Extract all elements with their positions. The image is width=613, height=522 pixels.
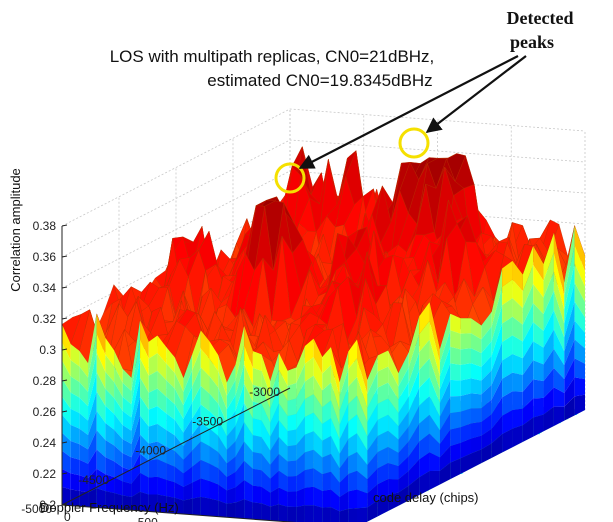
z-tick-4: 0.28 [33,374,57,388]
front-skirt [62,313,357,522]
z-tick-7: 0.34 [33,281,57,295]
z-tick-mark-2 [61,441,68,444]
x-tick-1: 500 [138,516,158,522]
correlation-surface [61,145,586,522]
z-tick-9: 0.38 [33,219,57,233]
z-tick-3: 0.26 [33,405,57,419]
z-tick-6: 0.32 [33,312,57,326]
peak-marker-2 [398,127,430,159]
y-axis-line [61,387,291,506]
z-tick-mark-5 [61,348,68,351]
annotation-line-1: Detected [507,8,574,28]
z-tick-mark-0 [61,503,68,506]
y-tick-0: -5000 [21,502,52,516]
annotation-line-2: peaks [510,32,554,52]
x-tick-0: 0 [64,510,71,522]
peak-marker-1 [274,162,306,194]
detected-peaks-annotation [274,55,527,194]
y-tick-1: -4500 [78,473,109,487]
z-tick-mark-1 [61,472,68,475]
y-tick-4: -3000 [249,385,280,399]
right-skirt [357,225,585,522]
chart-title-line-2: estimated CN0=19.8345dBHz [207,71,432,90]
z-tick-1: 0.22 [33,467,57,481]
arrow-to-peak-1 [298,55,519,169]
z-tick-5: 0.3 [39,343,56,357]
z-axis-label: Correlation amplitude [8,168,23,292]
z-tick-mark-6 [61,317,68,320]
chart-title-line-1: LOS with multipath replicas, CN0=21dBHz, [110,47,435,66]
z-tick-mark-8 [61,255,68,258]
y-tick-3: -3500 [192,414,223,428]
grid-line-z-9 [61,108,586,227]
z-tick-2: 0.24 [33,436,57,450]
x-axis-label: code delay (chips) [373,490,479,505]
y-tick-2: -4000 [135,444,166,458]
z-tick-mark-9 [61,224,68,227]
x-axis-line [61,504,297,522]
axes [61,224,297,522]
arrow-to-peak-2 [425,55,527,133]
z-tick-0: 0.2 [39,498,56,512]
z-tick-mark-7 [61,286,68,289]
z-tick-8: 0.36 [33,250,57,264]
z-tick-mark-3 [61,410,68,413]
tick-labels: 0.2 0.22 0.24 0.26 0.28 0.3 0.32 0.34 0.36 0.38 -5… [21,219,280,522]
y-axis-label: Doppler Frequency (Hz) [40,500,179,515]
z-tick-mark-4 [61,379,68,382]
